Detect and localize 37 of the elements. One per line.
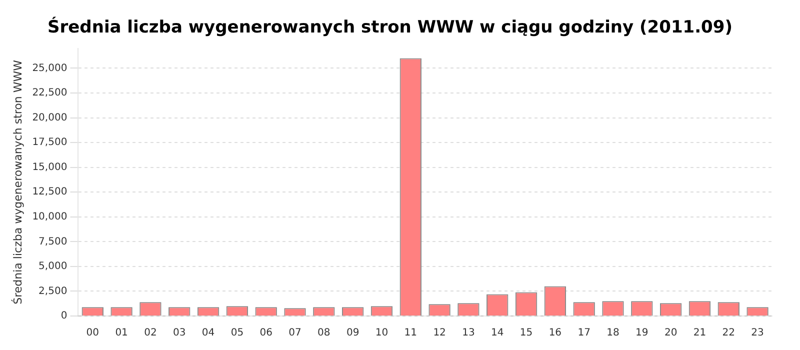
chart-title: Średnia liczba wygenerowanych stron WWW w ciągu godziny (2011.09) [48, 16, 732, 38]
y-tick-label: 17,500 [32, 137, 68, 148]
y-tick-label: 0 [60, 310, 68, 322]
x-tick-label: 18 [606, 328, 620, 339]
y-tick-label: 22,500 [32, 88, 68, 99]
x-tick-label: 00 [86, 328, 100, 339]
y-tick-label: 25,000 [32, 62, 68, 74]
x-tick-label: 05 [230, 328, 244, 339]
y-axis-title: Średnia liczba wygenerowanych stron WWW [10, 60, 24, 304]
y-tick-label: 2,500 [38, 286, 68, 297]
x-tick-label: 09 [346, 328, 360, 339]
x-tick-label: 08 [318, 328, 330, 339]
x-tick-label: 23 [751, 328, 764, 339]
x-tick-label: 21 [693, 328, 706, 339]
y-tick-label: 5,000 [38, 261, 68, 272]
x-tick-label: 13 [462, 328, 475, 339]
x-tick-label: 11 [404, 328, 418, 339]
y-tick-label: 10,000 [32, 211, 68, 222]
x-tick-label: 17 [578, 328, 590, 339]
y-tick-label: 20,000 [32, 112, 68, 124]
x-tick-label: 01 [115, 328, 128, 339]
x-tick-label: 07 [288, 328, 302, 339]
x-tick-label: 15 [520, 328, 533, 339]
x-tick-label: 19 [636, 328, 648, 339]
x-tick-label: 10 [375, 328, 388, 339]
y-tick-label: 7,500 [38, 236, 68, 248]
x-tick-label: 20 [664, 328, 678, 339]
x-tick-label: 16 [548, 328, 562, 339]
x-tick-label: 22 [722, 328, 736, 339]
x-tick-label: 06 [260, 328, 272, 339]
y-tick-label: 12,500 [32, 186, 68, 198]
x-tick-label: 12 [433, 328, 446, 339]
y-tick-label: 15,000 [32, 162, 68, 173]
x-tick-label: 03 [173, 328, 186, 339]
x-tick-label: 14 [491, 328, 504, 339]
x-tick-label: 04 [202, 328, 215, 339]
x-tick-label: 02 [144, 328, 157, 339]
